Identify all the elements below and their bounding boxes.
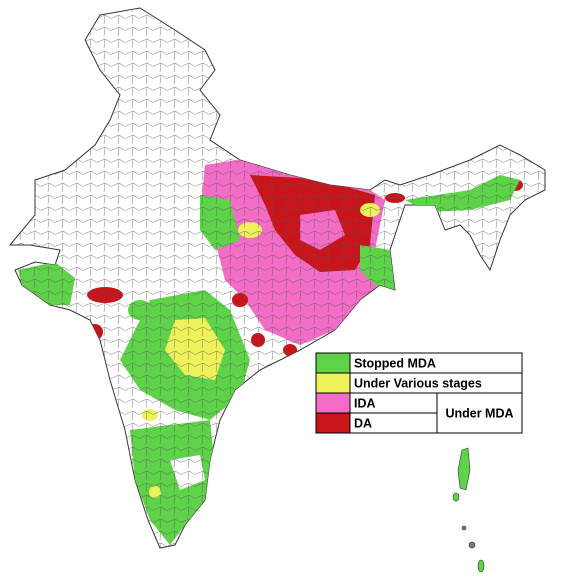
legend-label: DA xyxy=(354,416,372,430)
legend-group-label: Under MDA xyxy=(445,406,513,420)
legend-group-cell xyxy=(436,392,523,434)
legend-label: Under Various stages xyxy=(354,376,482,390)
island xyxy=(457,447,471,491)
legend-label: IDA xyxy=(354,396,376,410)
islands xyxy=(452,447,485,573)
island xyxy=(461,525,467,531)
island xyxy=(452,492,460,502)
legend-swatch xyxy=(315,412,351,434)
legend-swatch xyxy=(315,352,351,374)
legend: Stopped MDA Under Various stages IDA DA Unde… xyxy=(315,352,523,434)
legend-swatch xyxy=(315,392,351,414)
legend-swatch xyxy=(315,372,351,394)
legend-label: Stopped MDA xyxy=(354,356,436,370)
island xyxy=(468,541,476,549)
island xyxy=(477,559,485,573)
